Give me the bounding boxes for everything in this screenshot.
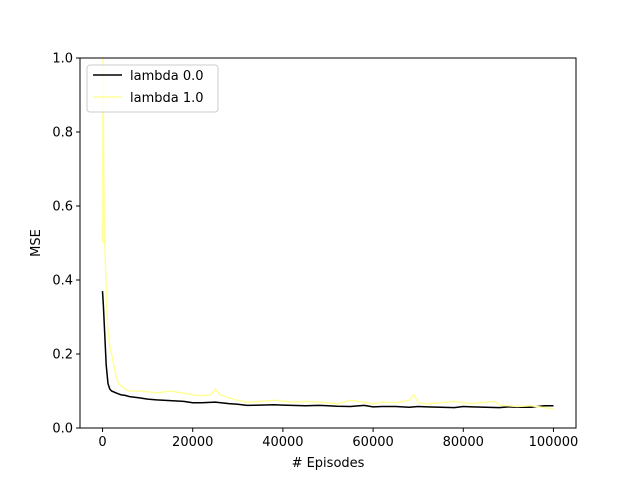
y-axis-label: MSE: [29, 229, 44, 257]
legend-box: [86, 64, 219, 113]
x-tick-label: 0: [98, 435, 106, 450]
x-tick-label: 40000: [262, 435, 303, 450]
x-tick-label: 100000: [529, 435, 579, 450]
plot-frame: [79, 57, 577, 429]
y-tick-label: 0.6: [52, 200, 73, 215]
series-lines: [101, 57, 554, 410]
plot-area: [80, 58, 576, 428]
x-tick-label: 60000: [352, 435, 393, 450]
x-axis-label: # Episodes: [292, 456, 365, 471]
legend-label-lambda-1: lambda 1.0: [130, 91, 204, 106]
legend: lambda 0.0 lambda 1.0: [86, 64, 219, 113]
series-line-lambda-0: [101, 291, 554, 409]
legend-label-lambda-0: lambda 0.0: [130, 69, 204, 84]
series-line-lambda-1: [101, 57, 554, 410]
y-tick-label: 0.8: [52, 126, 73, 141]
y-tick-label: 1.0: [52, 52, 73, 67]
y-axis-ticks: 0.0 0.2 0.4 0.6 0.8 1.0: [52, 52, 80, 437]
y-tick-label: 0.2: [52, 348, 73, 363]
y-tick-label: 0.4: [52, 274, 73, 289]
x-tick-label: 80000: [443, 435, 484, 450]
x-tick-label: 20000: [172, 435, 213, 450]
y-tick-label: 0.0: [52, 422, 73, 437]
x-axis-ticks: 0 20000 40000 60000 80000 100000: [98, 428, 578, 450]
